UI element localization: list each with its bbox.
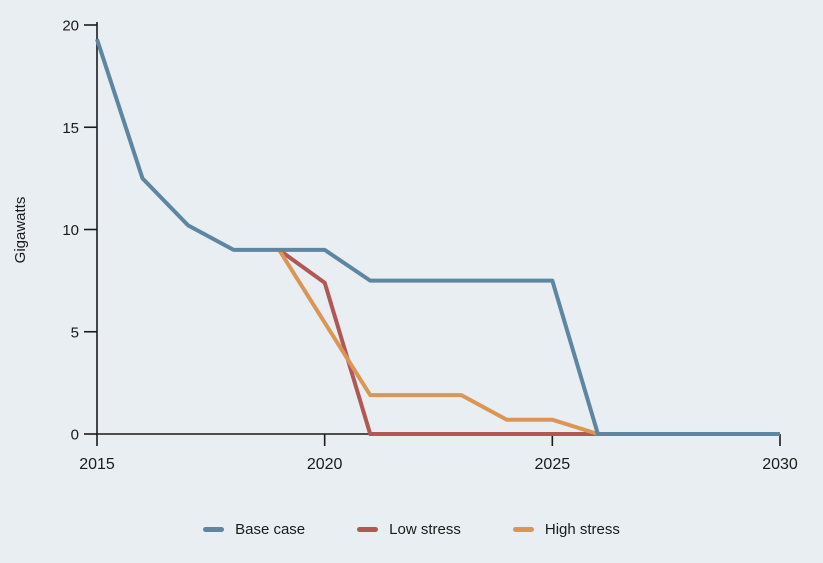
y-axis-title: Gigawatts <box>12 197 29 264</box>
legend-swatch-base-case <box>203 526 225 532</box>
series-line-base-case <box>95 38 780 436</box>
chart-legend: Base case Low stress High stress <box>0 514 823 544</box>
x-tick-label: 2030 <box>762 456 798 473</box>
y-tick-label: 20 <box>62 18 79 35</box>
series-line-high-stress <box>277 248 780 436</box>
legend-swatch-high-stress <box>512 526 534 532</box>
legend-item-base-case: Base case <box>203 522 305 537</box>
legend-label: Low stress <box>389 520 461 538</box>
series-line-low-stress <box>277 248 780 436</box>
legend-label: High stress <box>544 520 620 538</box>
legend-swatch-low-stress <box>357 526 379 532</box>
x-tick-label: 2025 <box>535 456 571 473</box>
legend-item-high-stress: High stress <box>512 520 620 538</box>
y-tick-label: 5 <box>71 324 79 341</box>
legend-item-low-stress: Low stress <box>357 522 461 537</box>
x-tick-label: 2020 <box>307 456 343 473</box>
legend-label: Base case <box>235 520 306 538</box>
y-tick-label: 15 <box>62 120 79 137</box>
y-tick-label: 10 <box>62 222 79 239</box>
x-tick-label: 2015 <box>79 456 115 473</box>
y-tick-label: 0 <box>71 427 79 444</box>
